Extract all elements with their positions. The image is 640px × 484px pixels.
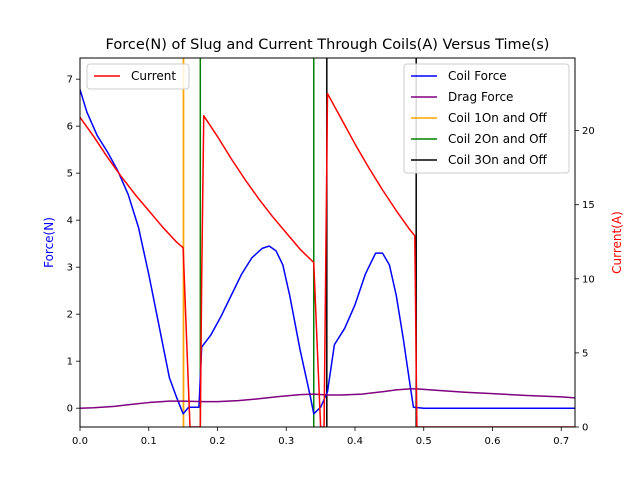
- y-right-tick-label: 15: [582, 200, 595, 211]
- legend-label-coil-3on-and-off: Coil 3On and Off: [448, 153, 548, 167]
- legend-label-coil-2on-and-off: Coil 2On and Off: [448, 132, 548, 146]
- y-left-tick-label: 7: [67, 75, 73, 86]
- y-left-tick-label: 5: [67, 169, 73, 180]
- y-axis-right: 0 5 10 15 20: [575, 126, 595, 434]
- x-tick-label: 0.5: [416, 436, 432, 447]
- y-axis-left: 0 1 2 3 4 5 6 7: [67, 75, 80, 415]
- y-left-tick-label: 4: [67, 216, 73, 227]
- x-axis: 0.0 0.1 0.2 0.3 0.4 0.5 0.6 0.7: [72, 427, 569, 447]
- x-tick-label: 0.3: [278, 436, 294, 447]
- plot-area: [80, 58, 575, 427]
- x-tick-label: 0.7: [553, 436, 569, 447]
- legend-box: [86, 63, 190, 90]
- x-tick-label: 0.0: [72, 436, 88, 447]
- plot-frame: [79, 57, 576, 428]
- y-right-tick-label: 0: [582, 423, 588, 434]
- series-current: [80, 92, 575, 427]
- y-left-tick-label: 6: [67, 122, 73, 133]
- y-left-tick-label: 2: [67, 310, 73, 321]
- y-right-tick-label: 10: [582, 274, 595, 285]
- y-left-tick-label: 3: [67, 263, 73, 274]
- legend-box: [403, 63, 570, 174]
- legend-label-coil-1on-and-off: Coil 1On and Off: [448, 111, 548, 125]
- x-tick-label: 0.2: [210, 436, 226, 447]
- x-tick-label: 0.1: [141, 436, 157, 447]
- x-tick-label: 0.6: [485, 436, 501, 447]
- legend-current: Current: [86, 63, 190, 90]
- series-drag-force: [80, 388, 575, 409]
- y-right-tick-label: 20: [582, 126, 595, 137]
- y-axis-left-label: Force(N): [42, 217, 56, 268]
- y-right-tick-label: 5: [582, 348, 588, 359]
- series-lines: [80, 89, 575, 427]
- y-axis-right-label: Current(A): [610, 211, 624, 274]
- legend-label-current: Current: [131, 69, 176, 83]
- y-left-tick-label: 0: [67, 404, 73, 415]
- legend-label-drag-force: Drag Force: [448, 90, 513, 104]
- legend-forces-coils: Coil Force Drag Force Coil 1On and Off Coil…: [403, 63, 570, 174]
- legend-label-coil-force: Coil Force: [448, 69, 507, 83]
- series-coil-force: [80, 89, 575, 415]
- x-tick-label: 0.4: [347, 436, 363, 447]
- y-left-tick-label: 1: [67, 357, 73, 368]
- chart-title: Force(N) of Slug and Current Through Coi…: [106, 37, 550, 53]
